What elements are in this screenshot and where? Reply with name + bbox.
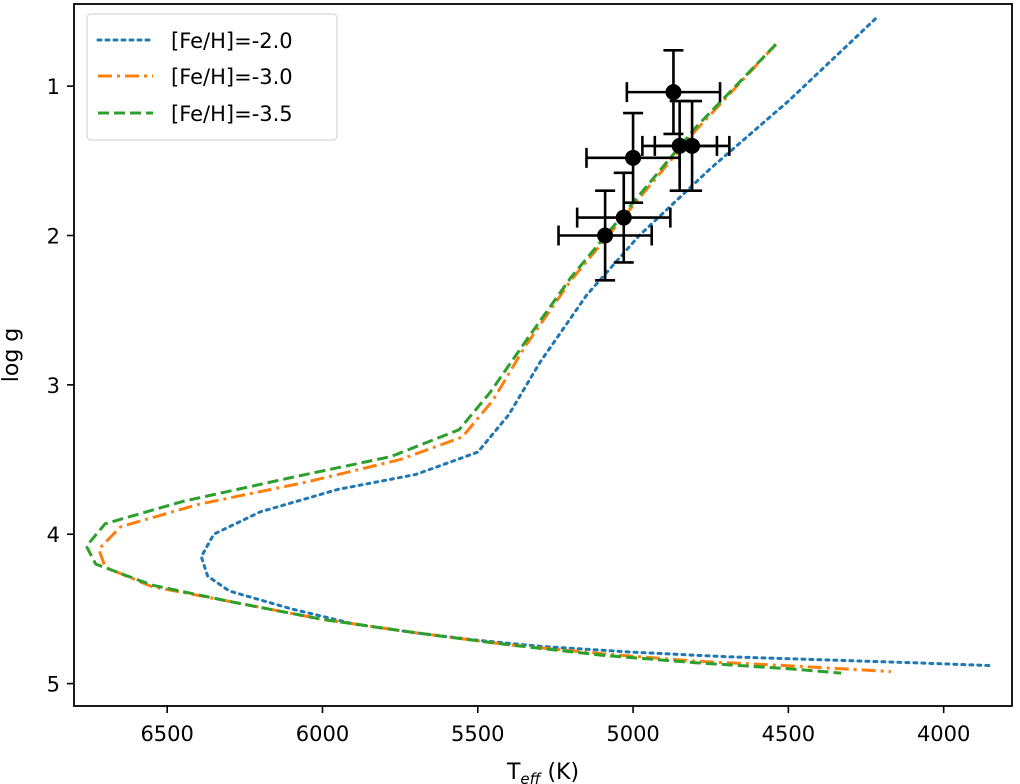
x-tick-label: 6500: [140, 722, 193, 746]
data-point-2: [653, 99, 731, 193]
x-tick-label: 5500: [451, 722, 504, 746]
x-tick-label: 6000: [296, 722, 349, 746]
y-tick-label: 2: [47, 225, 60, 249]
x-axis-label-main: T: [506, 760, 521, 784]
y-axis-label: log g: [0, 328, 24, 383]
y-tick-label: 4: [47, 523, 60, 547]
series-layer: [84, 17, 995, 675]
x-tick-label: 4000: [917, 722, 970, 746]
y-tick-label: 5: [47, 673, 60, 697]
y-tick-label: 3: [47, 374, 60, 398]
data-point-0: [625, 49, 722, 136]
x-axis-label: Teff (K): [506, 760, 579, 784]
ticks-layer: 6500 6000 5500 5000 4500 4000 1 2 3 4 5: [47, 75, 971, 746]
legend-label-series-1: [Fe/H]=-3.0: [171, 65, 293, 89]
data-marker: [615, 209, 632, 226]
legend-box: [86, 13, 338, 141]
data-points: [557, 49, 731, 282]
y-tick-label: 1: [47, 75, 60, 99]
data-marker: [684, 137, 701, 154]
data-point-3: [585, 111, 681, 204]
series-line-0: [199, 17, 995, 668]
legend: [Fe/H]=-2.0 [Fe/H]=-3.0 [Fe/H]=-3.5: [86, 13, 338, 141]
series-line-1: [97, 43, 891, 674]
data-point-4: [575, 171, 672, 264]
x-axis-label-unit: (K): [540, 760, 579, 784]
data-marker: [665, 84, 682, 101]
plot-frame: [73, 3, 1013, 707]
legend-label-series-0: [Fe/H]=-2.0: [171, 29, 293, 53]
data-marker: [597, 227, 614, 244]
x-tick-label: 5000: [606, 722, 659, 746]
data-marker: [625, 149, 642, 166]
series-line-2: [84, 43, 842, 675]
legend-label-series-2: [Fe/H]=-3.5: [171, 102, 293, 126]
x-axis-label-sub: eff: [520, 770, 542, 784]
data-point-5: [557, 189, 654, 282]
x-tick-label: 4500: [762, 722, 815, 746]
